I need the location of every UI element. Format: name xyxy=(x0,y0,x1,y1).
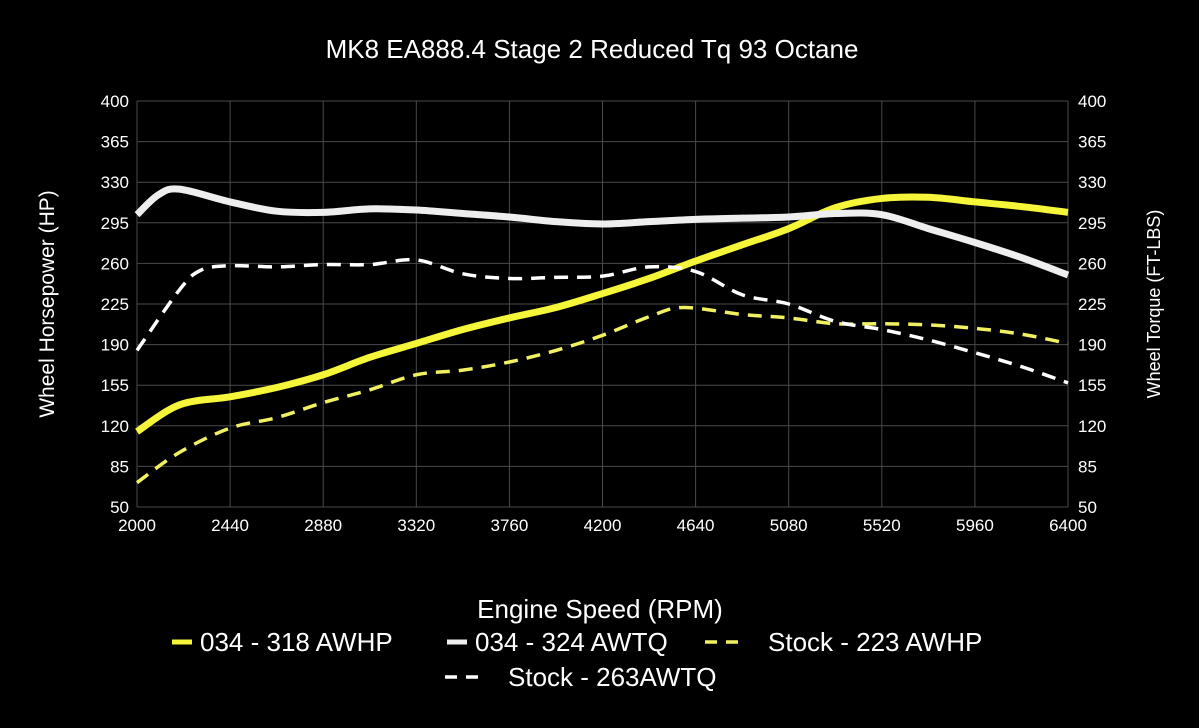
y-axis-label: Wheel Horsepower (HP) xyxy=(36,190,59,418)
legend: 034 - 318 AWHP 034 - 324 AWTQ Stock - 223 … xyxy=(172,627,982,692)
series-line-1 xyxy=(134,185,1070,279)
x-tick-label: 5080 xyxy=(770,516,808,535)
series-line-3 xyxy=(135,257,1069,385)
y2-tick-label: 295 xyxy=(1078,214,1106,233)
x-tick-label: 2440 xyxy=(211,516,249,535)
x-tick-label: 6400 xyxy=(1049,516,1087,535)
y-tick-label: 50 xyxy=(110,498,129,517)
x-tick-label: 4200 xyxy=(584,516,622,535)
x-tick-label: 3320 xyxy=(397,516,435,535)
y2-tick-label: 365 xyxy=(1078,133,1106,152)
y2-tick-label: 190 xyxy=(1078,336,1106,355)
legend-label: 034 - 318 AWHP xyxy=(200,627,393,657)
y-tick-label: 260 xyxy=(101,254,129,273)
y-tick-label: 120 xyxy=(101,417,129,436)
y-tick-label: 365 xyxy=(101,133,129,152)
grid xyxy=(136,100,1069,508)
series-group xyxy=(134,185,1070,485)
y-tick-label: 400 xyxy=(101,92,129,111)
y2-tick-label: 120 xyxy=(1078,417,1106,436)
y-tick-label: 85 xyxy=(110,457,129,476)
x-axis-label: Engine Speed (RPM) xyxy=(477,594,723,624)
y-tick-label: 190 xyxy=(101,336,129,355)
y2-tick-label: 50 xyxy=(1078,498,1097,517)
x-tick-label: 2000 xyxy=(118,516,156,535)
y2-tick-label: 85 xyxy=(1078,457,1097,476)
chart-title: MK8 EA888.4 Stage 2 Reduced Tq 93 Octane xyxy=(326,34,859,64)
y2-tick-label: 225 xyxy=(1078,295,1106,314)
tick-labels: 2000 2440 2880 3320 3760 4200 4640 5080 5520 5960… xyxy=(101,92,1107,535)
y-tick-label: 155 xyxy=(101,376,129,395)
y2-tick-label: 260 xyxy=(1078,254,1106,273)
x-tick-label: 2880 xyxy=(304,516,342,535)
y2-tick-label: 330 xyxy=(1078,173,1106,192)
y2-axis-label: Wheel Torque (FT-LBS) xyxy=(1144,210,1164,399)
legend-label: Stock - 223 AWHP xyxy=(768,627,982,657)
y-tick-label: 295 xyxy=(101,214,129,233)
y-tick-label: 330 xyxy=(101,173,129,192)
legend-label: Stock - 263AWTQ xyxy=(508,662,717,692)
legend-label: 034 - 324 AWTQ xyxy=(475,627,668,657)
y2-tick-label: 155 xyxy=(1078,376,1106,395)
y-tick-label: 225 xyxy=(101,295,129,314)
x-tick-label: 5520 xyxy=(863,516,901,535)
x-tick-label: 4640 xyxy=(677,516,715,535)
x-tick-label: 5960 xyxy=(956,516,994,535)
series-line-2 xyxy=(135,305,1069,485)
x-tick-label: 3760 xyxy=(490,516,528,535)
series-line-0 xyxy=(135,193,1069,435)
y2-tick-label: 400 xyxy=(1078,92,1106,111)
